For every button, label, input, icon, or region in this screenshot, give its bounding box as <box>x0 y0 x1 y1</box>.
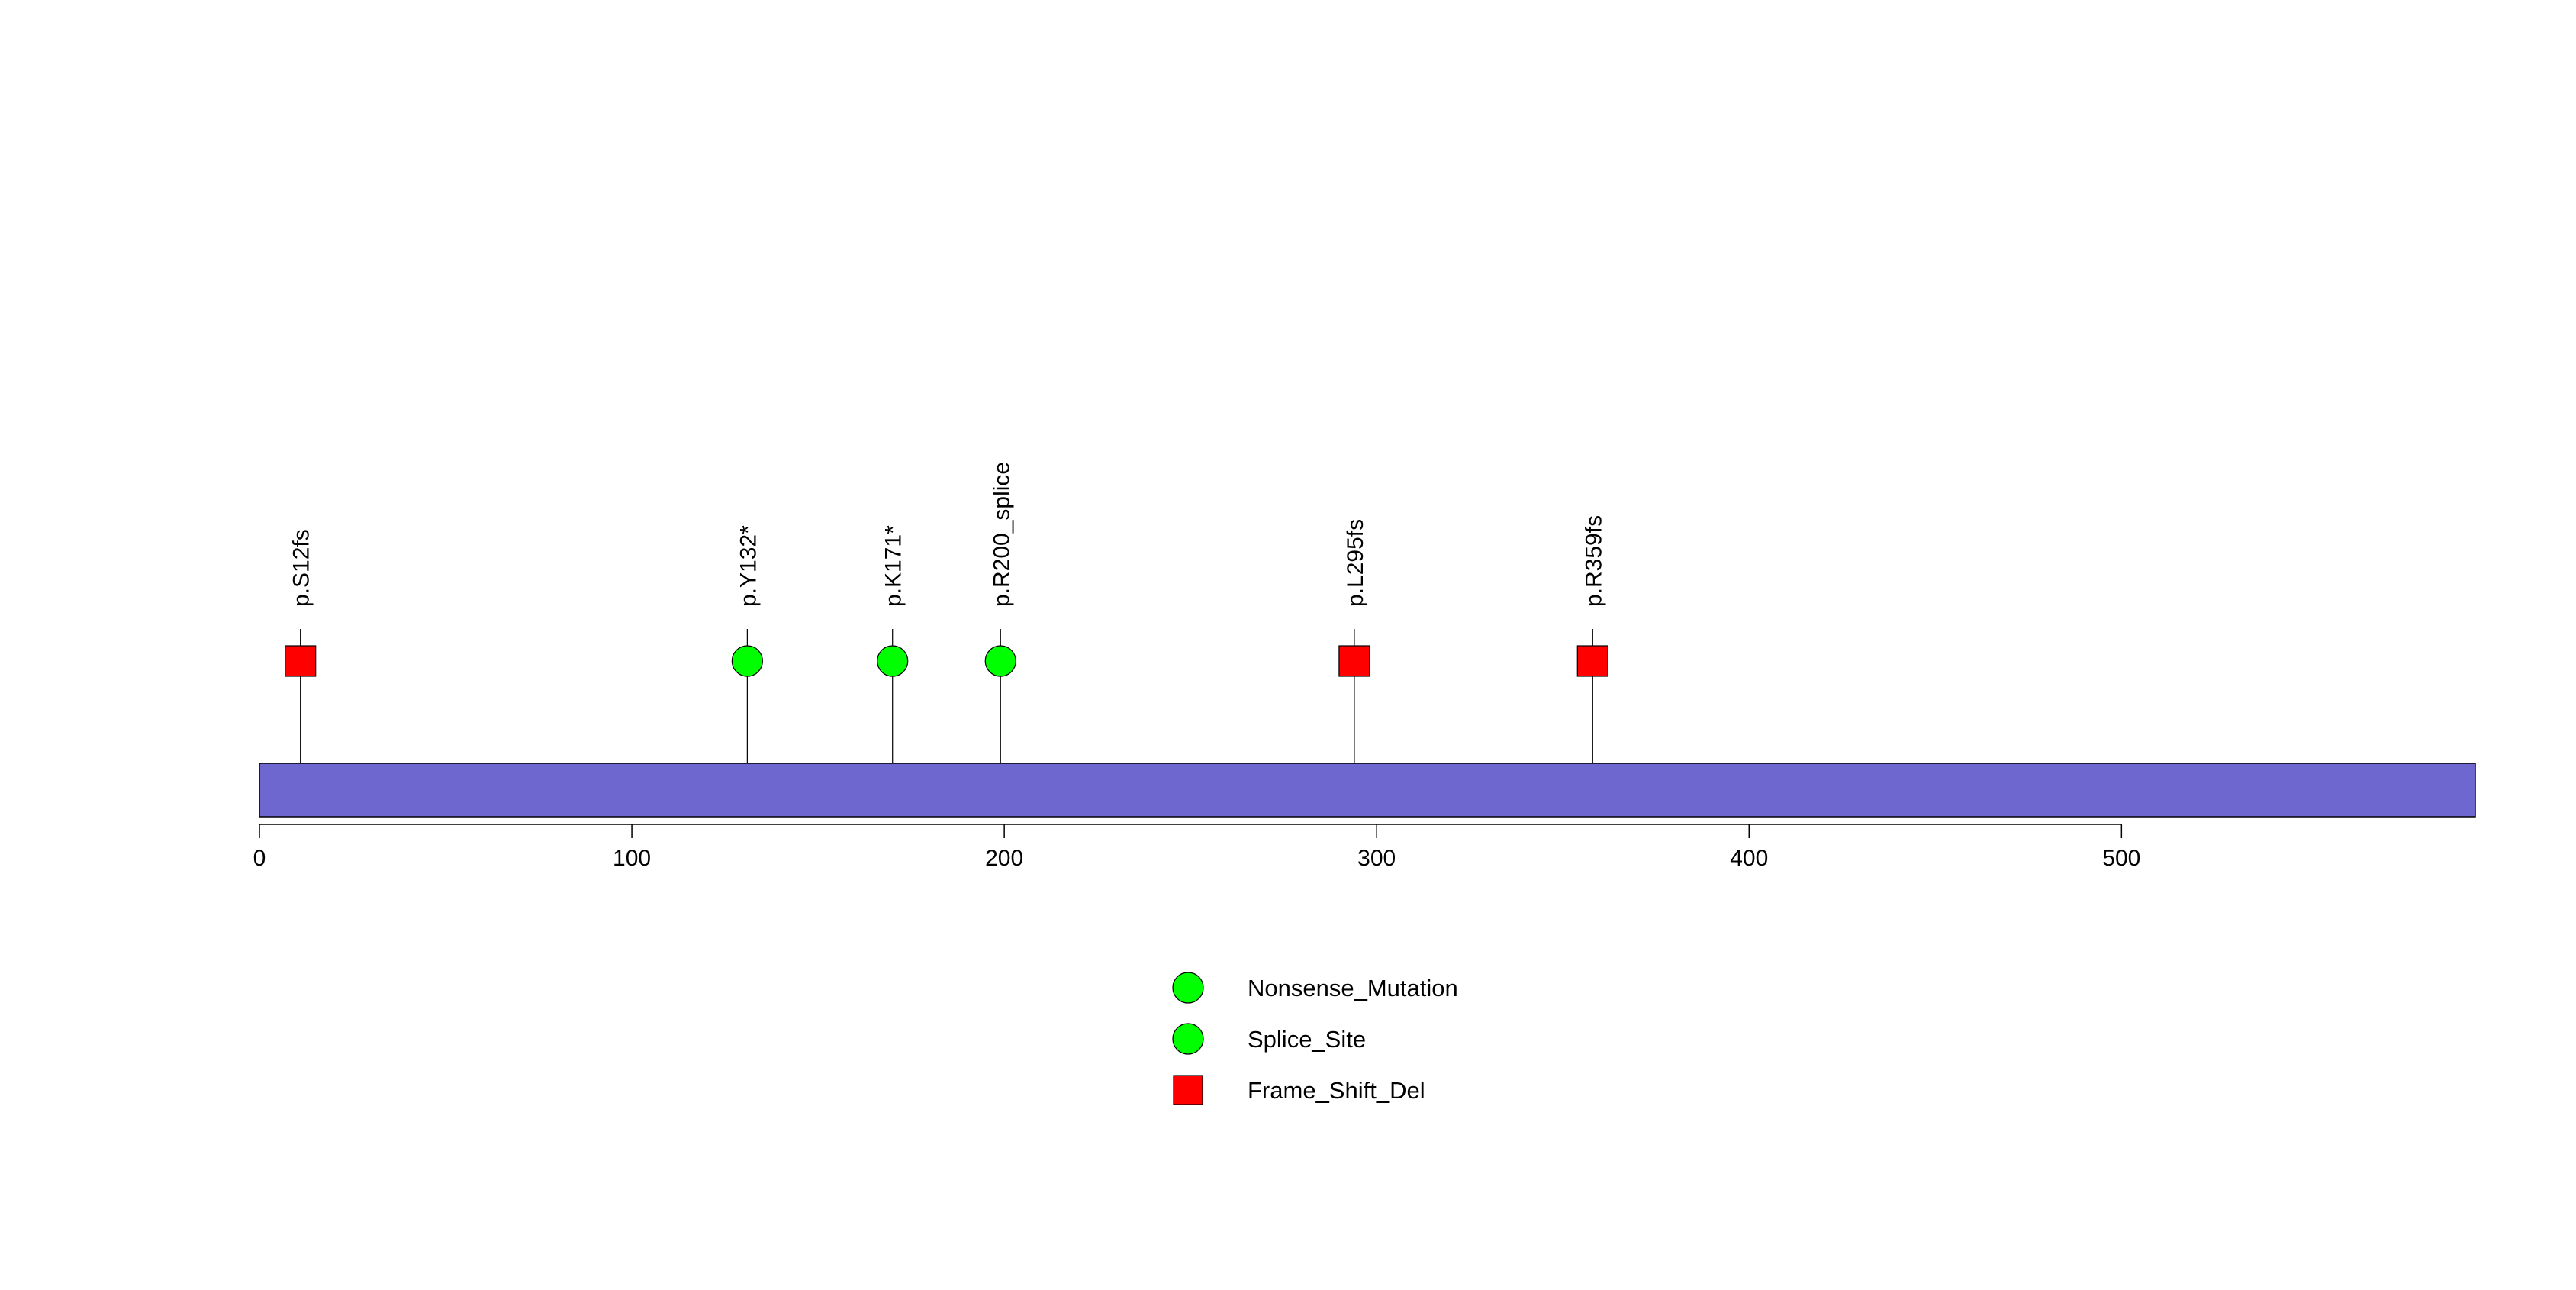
legend-swatch-frame-shift-del <box>1173 1075 1203 1105</box>
x-tick-label: 200 <box>985 846 1023 871</box>
x-axis: 0 100 200 300 400 500 <box>253 824 2140 871</box>
mutation-marker-p-y132 <box>731 645 763 677</box>
mutation-label-p-y132: p.Y132* <box>736 525 761 607</box>
mutation-marker-p-l295fs <box>1338 645 1370 677</box>
legend: Nonsense_Mutation Splice_Site Frame_Shift_… <box>1172 972 1458 1105</box>
x-tick-label: 0 <box>253 846 266 871</box>
mutation-marker-p-r200-splice <box>984 645 1016 677</box>
legend-swatch-nonsense-mutation <box>1172 972 1204 1004</box>
mutation-label-p-r359fs: p.R359fs <box>1581 515 1606 607</box>
legend-label-frame-shift-del: Frame_Shift_Del <box>1248 1077 1425 1104</box>
x-tick-label: 100 <box>613 846 651 871</box>
legend-label-splice-site: Splice_Site <box>1248 1026 1366 1053</box>
x-tick-label: 400 <box>1730 846 1768 871</box>
legend-swatch-splice-site <box>1172 1023 1204 1055</box>
x-tick-label: 300 <box>1357 846 1396 871</box>
legend-label-nonsense-mutation: Nonsense_Mutation <box>1248 975 1458 1001</box>
mutation-label-p-l295fs: p.L295fs <box>1343 519 1368 607</box>
mutation-marker-p-r359fs <box>1576 645 1608 677</box>
mutation-marker-p-k171 <box>877 645 909 677</box>
x-tick-label: 500 <box>2102 846 2140 871</box>
protein-bar <box>259 763 2476 818</box>
mutation-label-p-s12fs: p.S12fs <box>289 529 314 607</box>
mutation-markers <box>285 645 1608 677</box>
mutation-marker-p-s12fs <box>285 645 317 677</box>
mutation-label-p-k171: p.K171* <box>881 525 906 607</box>
mutation-labels: p.S12fs p.Y132* p.K171* p.R200_splice p.L295… <box>289 462 1607 607</box>
mutation-label-p-r200-splice: p.R200_splice <box>989 462 1014 607</box>
